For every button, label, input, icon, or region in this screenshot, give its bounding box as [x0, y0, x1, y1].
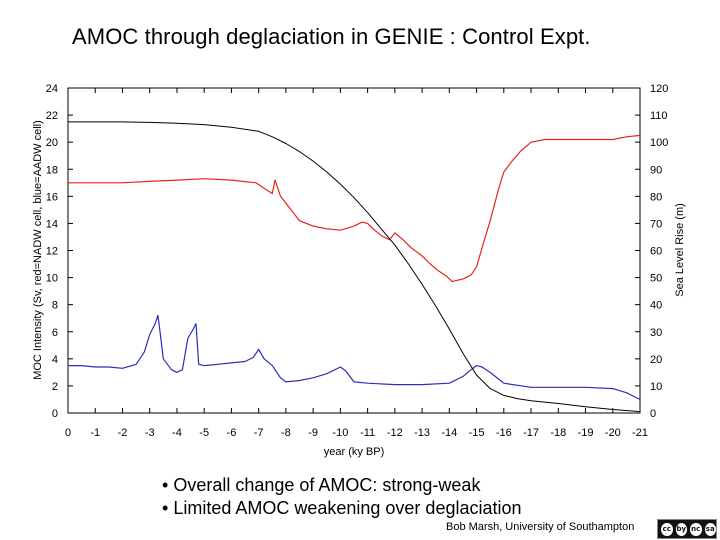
x-tick-label: -5	[199, 427, 209, 439]
right-y-tick-label: 70	[650, 218, 662, 230]
x-tick-label: -21	[632, 427, 648, 439]
x-tick-label: -20	[605, 427, 621, 439]
right-y-tick-label: 40	[650, 300, 662, 312]
slide-title: AMOC through deglaciation in GENIE : Con…	[72, 24, 591, 49]
plot-frame	[67, 87, 641, 414]
x-tick-label: -19	[578, 427, 594, 439]
right-y-tick-label: 20	[650, 354, 662, 366]
right-y-tick-label: 120	[650, 83, 668, 95]
x-tick-label: -10	[332, 427, 348, 439]
author-credit: Bob Marsh, University of Southampton	[446, 521, 635, 533]
moc-sea-level-chart: 0 -1 -2 -3 -4 -5 -6 -7 -8 -9 -10 -11 -12 -13 -14 -15 -16…	[32, 83, 686, 458]
x-tick-label: -12	[387, 427, 403, 439]
sea_level-series-line	[68, 121, 641, 413]
x-tick-label: -16	[496, 427, 512, 439]
x-tick-label: -17	[523, 427, 539, 439]
right-y-tick-label: 100	[650, 137, 668, 149]
left-y-tick-label: 2	[52, 381, 58, 393]
right-y-tick-label: 60	[650, 246, 662, 258]
x-tick-label: -4	[172, 427, 182, 439]
right-y-axis-title: Sea Level Rise (m)	[674, 203, 686, 297]
aadw-series-line	[68, 314, 641, 401]
left-y-tick-label: 4	[52, 354, 58, 366]
right-y-tick-label: 80	[650, 191, 662, 203]
x-tick-label: -14	[441, 427, 457, 439]
cc-nc-icon: nc	[690, 522, 702, 536]
left-y-tick-label: 22	[46, 110, 58, 122]
x-tick-label: -2	[118, 427, 128, 439]
x-tick-label: -7	[254, 427, 264, 439]
nadw-series-line	[68, 134, 641, 283]
right-y-tick-label: 50	[650, 273, 662, 285]
left-y-tick-label: 8	[52, 300, 58, 312]
cc-by-icon: by	[675, 522, 687, 536]
x-tick-label: -18	[550, 427, 566, 439]
x-tick-label: -13	[414, 427, 430, 439]
x-tick-label: -9	[308, 427, 318, 439]
bullet-item: Overall change of AMOC: strong-weak	[162, 474, 522, 497]
left-y-tick-label: 24	[46, 83, 58, 95]
x-tick-label: -6	[227, 427, 237, 439]
right-y-tick-label: 10	[650, 381, 662, 393]
left-y-tick-label: 6	[52, 327, 58, 339]
right-y-tick-label: 110	[650, 110, 668, 122]
left-y-tick-label: 12	[46, 246, 58, 258]
left-y-tick-label: 16	[46, 191, 58, 203]
right-y-tick-label: 30	[650, 327, 662, 339]
left-y-tick-label: 10	[46, 273, 58, 285]
x-tick-label: -3	[145, 427, 155, 439]
x-tick-label: 0	[65, 427, 71, 439]
x-axis-title: year (ky BP)	[324, 446, 385, 458]
x-tick-label: -1	[90, 427, 100, 439]
cc-icon: cc	[661, 522, 673, 536]
x-tick-label: -8	[281, 427, 291, 439]
cc-sa-icon: sa	[704, 522, 716, 536]
series-layer	[68, 121, 641, 413]
left-y-tick-label: 20	[46, 137, 58, 149]
x-tick-label: -15	[469, 427, 485, 439]
bullet-list: Overall change of AMOC: strong-weak Limi…	[162, 474, 522, 520]
x-tick-label: -11	[360, 427, 375, 439]
right-y-axis-ticks: 0 10 20 30 40 50 60 70 80 90 100 110 120	[635, 83, 668, 420]
left-y-tick-label: 14	[46, 218, 58, 230]
left-y-tick-label: 18	[46, 164, 58, 176]
bullet-item: Limited AMOC weakening over deglaciation	[162, 497, 521, 520]
right-y-tick-label: 0	[650, 408, 656, 420]
left-y-axis-title: MOC Intensity (Sv, red=NADW cell, blue=A…	[32, 120, 44, 380]
right-y-tick-label: 90	[650, 164, 662, 176]
left-y-tick-label: 0	[52, 408, 58, 420]
x-axis-ticks: 0 -1 -2 -3 -4 -5 -6 -7 -8 -9 -10 -11 -12 -13 -14 -15 -16…	[65, 88, 648, 439]
cc-license-badge[interactable]: cc by nc sa	[657, 519, 717, 539]
